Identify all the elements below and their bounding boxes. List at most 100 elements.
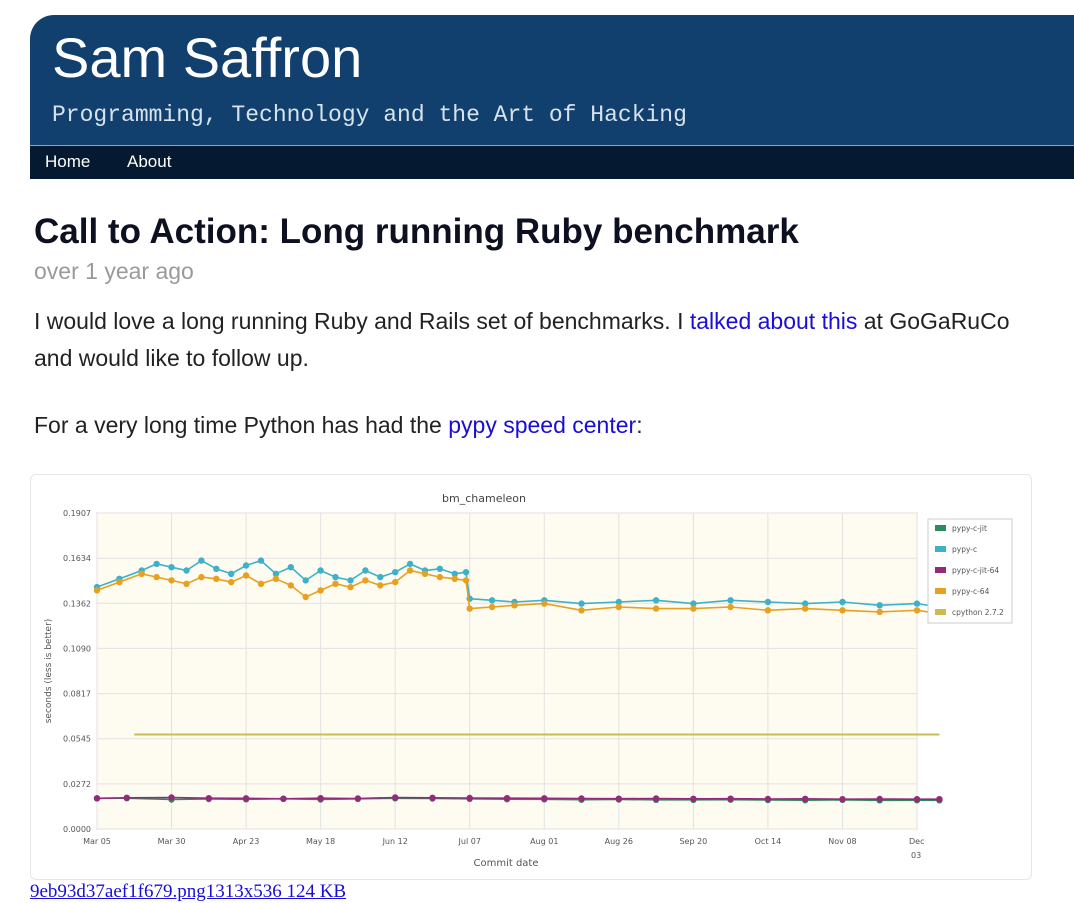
data-point-pypy-c-64	[153, 573, 160, 581]
data-point-pypy-c	[764, 598, 772, 606]
x-tick-label-line2: 03	[911, 851, 921, 860]
data-point-pypy-c-64	[168, 577, 175, 584]
nav-home-link[interactable]: Home	[45, 152, 91, 171]
data-point-pypy-c-64	[213, 575, 220, 582]
post-date[interactable]: over 1 year ago	[34, 258, 194, 284]
data-point-pypy-c	[802, 600, 809, 607]
data-point-pypy-c-64	[488, 603, 496, 611]
data-point-pypy-c-jit-64	[392, 794, 399, 801]
data-point-pypy-c	[839, 598, 846, 606]
image-attachment-link[interactable]: 9eb93d37aef1f679.png1313x536 124 KB	[30, 881, 347, 902]
data-point-pypy-c	[913, 600, 921, 607]
x-axis-label: Commit date	[473, 858, 538, 869]
benchmark-chart: 0.1907 0.1634 0.1362 0.1090 0.0817 0.0545 0.02…	[44, 492, 1013, 869]
legend-label-pypy-c: pypy-c	[952, 545, 977, 554]
data-point-pypy-c-jit-64	[205, 795, 212, 802]
data-point-pypy-c	[213, 565, 220, 572]
data-point-pypy-c-jit-64	[727, 795, 734, 802]
data-point-pypy-c-64	[287, 582, 294, 589]
data-point-pypy-c-64	[302, 593, 309, 601]
data-point-pypy-c-64	[242, 572, 250, 579]
data-point-pypy-c-jit-64	[652, 795, 660, 802]
post-paragraph-1: I would love a long running Ruby and Rai…	[34, 303, 1024, 377]
x-tick-label: Sep 20	[679, 837, 707, 846]
benchmark-figure[interactable]: 0.1907 0.1634 0.1362 0.1090 0.0817 0.0545 0.02…	[30, 474, 1032, 880]
y-axis-label: seconds (less is better)	[44, 619, 54, 724]
data-point-pypy-c-jit-64	[690, 795, 697, 802]
y-tick-label: 0.0545	[63, 735, 91, 744]
data-point-pypy-c	[727, 597, 734, 604]
data-point-pypy-c-64	[93, 587, 101, 594]
series-line-pypy-c-jit-64	[96, 796, 940, 801]
data-point-pypy-c-64	[272, 575, 280, 582]
data-point-pypy-c-64	[406, 567, 414, 574]
x-tick-label: Nov 08	[828, 837, 856, 846]
legend-swatch-pypy-c-jit-64	[935, 567, 946, 573]
grid-lines	[96, 512, 918, 830]
pypy-speed-center-link[interactable]: pypy speed center	[448, 412, 637, 438]
axes: 0.1907 0.1634 0.1362 0.1090 0.0817 0.0545 0.02…	[63, 509, 924, 860]
p1-text-before: I would love a long running Ruby and Rai…	[34, 308, 690, 334]
data-point-pypy-c-64	[228, 578, 235, 586]
data-point-pypy-c-64	[462, 577, 470, 584]
data-point-pypy-c	[272, 570, 280, 577]
y-tick-label: 0.1634	[63, 554, 91, 563]
x-tick-label: Mar 30	[158, 837, 186, 846]
plot-area	[96, 512, 918, 830]
data-point-pypy-c-64	[466, 605, 473, 612]
data-point-pypy-c-64	[436, 573, 444, 581]
x-tick-label: Apr 23	[233, 837, 260, 846]
y-tick-label: 0.1362	[63, 599, 91, 608]
data-point-pypy-c-jit-64	[764, 795, 772, 803]
site-header: Sam Saffron Programming, Technology and …	[30, 15, 1074, 145]
legend-swatch-pypy-c-64	[935, 588, 946, 594]
p1-text-after: at GoGaRuCo and would like to follow up.	[34, 308, 1010, 371]
data-point-pypy-c-jit-64	[876, 795, 883, 803]
data-point-pypy-c	[287, 564, 294, 571]
y-tick-label: 0.1907	[63, 509, 91, 518]
data-point-pypy-c-jit-64	[615, 795, 622, 802]
legend: pypy-c-jit pypy-c pypy-c-jit-64 pypy-c-64 cp…	[927, 518, 1013, 624]
data-point-pypy-c-64	[421, 570, 429, 577]
data-point-pypy-c-jit-64	[317, 795, 324, 802]
data-point-pypy-c	[406, 560, 414, 568]
data-point-pypy-c	[462, 569, 470, 576]
data-point-pypy-c-jit-64	[93, 795, 101, 802]
data-point-pypy-c	[451, 570, 458, 577]
data-point-pypy-c-64	[183, 580, 190, 587]
y-tick-label: 0.1090	[63, 644, 91, 653]
legend-label-pypy-c-jit: pypy-c-jit	[952, 524, 987, 533]
x-tick-label: Jul 07	[458, 837, 481, 846]
data-point-pypy-c-64	[347, 583, 354, 591]
data-point-pypy-c-64	[541, 600, 548, 607]
data-point-pypy-c	[242, 562, 250, 569]
series-layer	[93, 557, 943, 804]
data-point-pypy-c	[652, 597, 660, 604]
data-point-pypy-c	[690, 600, 697, 607]
data-point-pypy-c-64	[578, 607, 585, 614]
post-paragraph-2: For a very long time Python has had the …	[34, 407, 1024, 444]
chart-title: bm_chameleon	[442, 492, 526, 505]
talked-about-this-link[interactable]: talked about this	[689, 308, 858, 334]
data-point-pypy-c	[347, 577, 354, 584]
nav-about-link[interactable]: About	[127, 152, 172, 171]
data-point-pypy-c	[362, 567, 369, 574]
y-tick-label: 0.0000	[63, 825, 91, 834]
x-tick-label: Oct 14	[755, 837, 782, 846]
data-point-pypy-c	[578, 600, 585, 607]
data-point-pypy-c-64	[116, 578, 123, 586]
data-point-pypy-c	[615, 598, 622, 606]
data-point-pypy-c-64	[332, 580, 339, 587]
data-point-pypy-c-64	[913, 607, 921, 614]
data-point-pypy-c-jit-64	[578, 795, 585, 802]
data-point-pypy-c-64	[727, 603, 734, 611]
legend-label-cpython-2-7-2: cpython 2.7.2	[952, 608, 1004, 617]
data-point-pypy-c-jit-64	[280, 795, 287, 802]
data-point-pypy-c-jit-64	[168, 794, 175, 801]
series-line-pypy-c-64	[96, 569, 940, 615]
data-point-pypy-c-jit-64	[541, 795, 548, 802]
data-point-pypy-c-64	[511, 602, 518, 609]
data-point-pypy-c-64	[257, 580, 265, 587]
site-title[interactable]: Sam Saffron	[52, 26, 363, 89]
data-point-pypy-c	[332, 573, 339, 581]
